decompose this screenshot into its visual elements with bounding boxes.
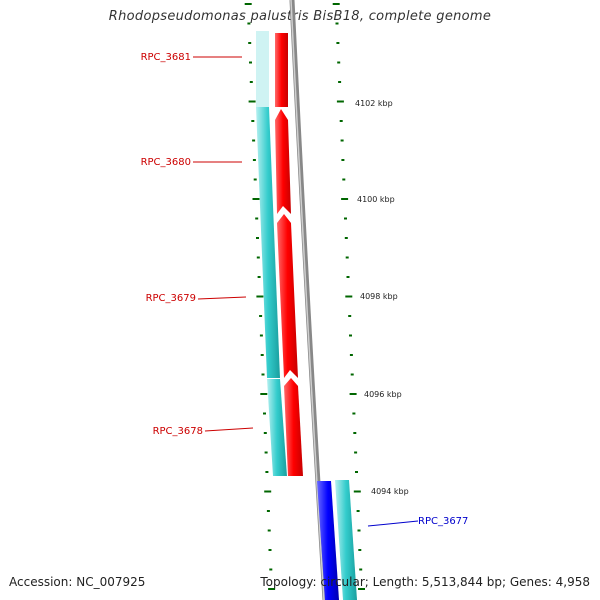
cds-arrow-rpc3680[interactable]: [275, 109, 291, 214]
ruler-label: 4094 kbp: [371, 487, 409, 496]
cds-arrow-rpc3679[interactable]: [277, 214, 298, 378]
gene-label-rpc3680[interactable]: RPC_3680: [141, 157, 191, 168]
gene-band-rpc3677[interactable]: [335, 480, 357, 600]
gene-band-rpc3680-3679[interactable]: [256, 107, 280, 378]
ruler-label: 4098 kbp: [360, 292, 398, 301]
gene-label-rpc3678[interactable]: RPC_3678: [153, 426, 203, 437]
genome-backbone-highlight: [290, 0, 325, 600]
leader-line-rpc3677: [367, 520, 419, 527]
gene-label-rpc3677[interactable]: RPC_3677: [418, 516, 468, 527]
ruler-label: 4100 kbp: [357, 195, 395, 204]
ruler-label: 4102 kbp: [355, 99, 393, 108]
ruler-label: 4096 kbp: [364, 390, 402, 399]
leader-line-rpc3679: [197, 296, 247, 300]
accession-text: Accession: NC_007925: [9, 575, 146, 589]
gene-band-rpc3678[interactable]: [267, 379, 287, 476]
cds-arrow-rpc3678[interactable]: [284, 378, 303, 476]
cds-arrow-rpc3681[interactable]: [275, 33, 288, 107]
gene-label-rpc3679[interactable]: RPC_3679: [146, 293, 196, 304]
cds-arrow-rpc3677[interactable]: [317, 481, 339, 600]
inner-tick-marks: [244, 3, 276, 590]
gene-label-rpc3681[interactable]: RPC_3681: [141, 52, 191, 63]
genome-summary-text: Topology: circular; Length: 5,513,844 bp…: [260, 575, 590, 589]
leader-line-rpc3678: [204, 427, 254, 432]
gene-band-rpc3681[interactable]: [256, 31, 269, 107]
map-title: Rhodopseudomonas palustris BisB18, compl…: [108, 9, 492, 24]
outer-tick-marks: [332, 3, 365, 590]
